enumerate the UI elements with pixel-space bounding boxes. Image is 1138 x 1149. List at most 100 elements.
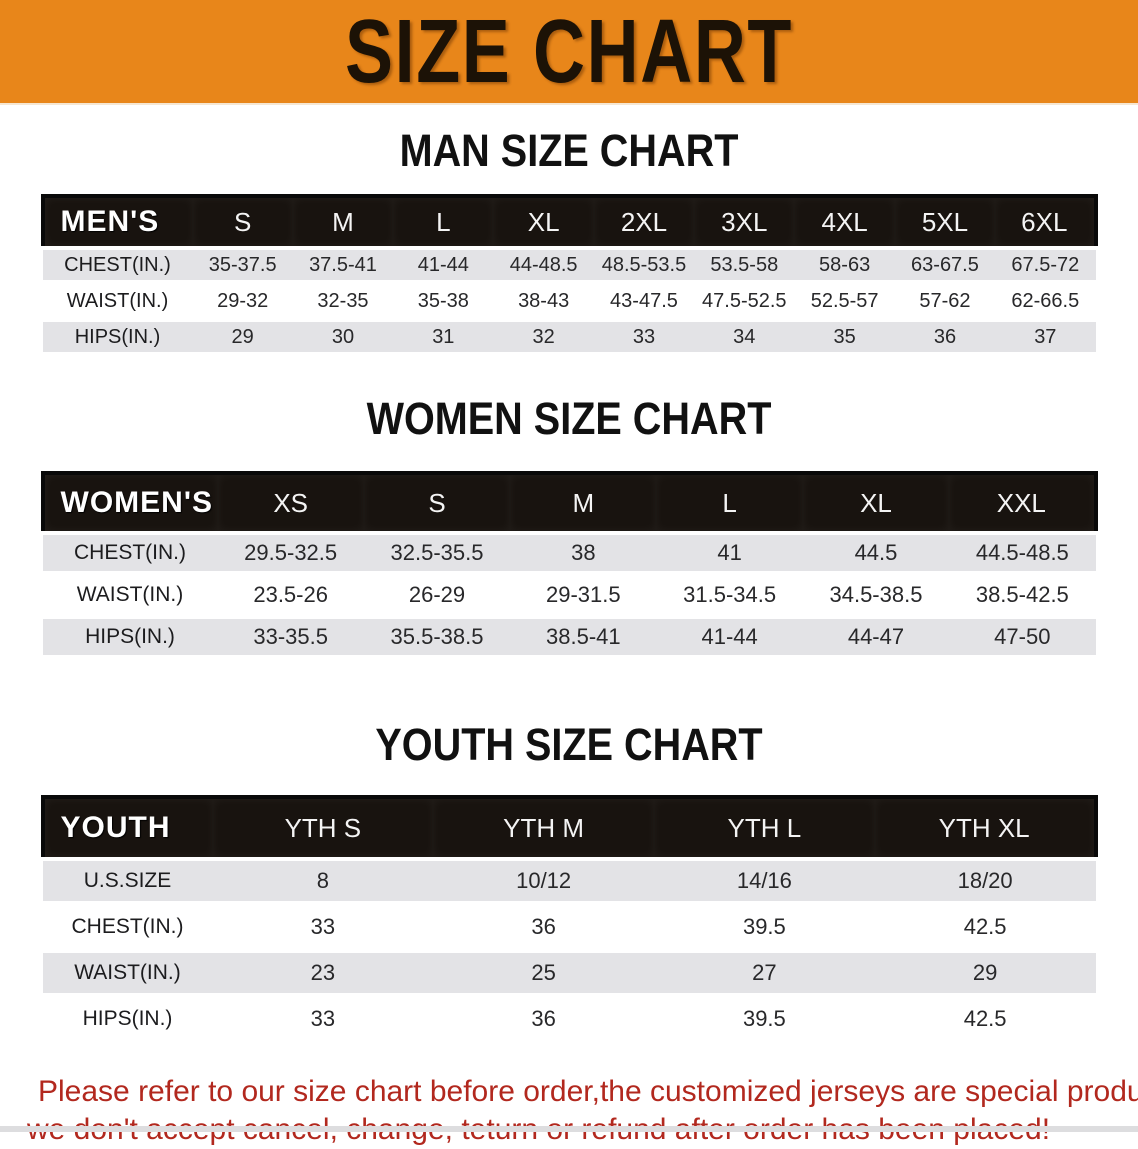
table-cell: 31.5-34.5 — [656, 574, 803, 619]
table-cell: 38.5-42.5 — [949, 574, 1096, 619]
order-policy-line-1: Please refer to our size chart before or… — [38, 1075, 1138, 1108]
table-cell: 35-37.5 — [192, 248, 293, 286]
table-cell: 33 — [212, 996, 434, 1045]
table-cell: 26-29 — [363, 574, 511, 619]
column-header: YTH XL — [874, 795, 1098, 861]
table-cell: 36 — [894, 319, 996, 358]
table-cell: 30 — [292, 319, 394, 358]
table-cell: 38 — [510, 533, 657, 577]
table-cell: 58-63 — [794, 248, 895, 286]
column-header: XL — [802, 471, 950, 535]
women-table-header-row: WOMEN'S XS S M L XL XXL — [40, 471, 1098, 535]
women-section-heading: WOMEN SIZE CHART — [366, 393, 772, 444]
table-cell: 35 — [794, 319, 895, 358]
table-cell: 39.5 — [654, 904, 875, 953]
table-cell: 10/12 — [433, 859, 654, 907]
table-cell: 52.5-57 — [794, 283, 895, 322]
table-row: WAIST(IN.) 23 25 27 29 — [42, 950, 1096, 999]
row-label: WAIST(IN.) — [42, 283, 193, 322]
table-row: CHEST(IN.) 29.5-32.5 32.5-35.5 38 41 44.… — [42, 533, 1096, 577]
column-header: YTH M — [433, 795, 654, 861]
banner-title: SIZE CHART — [345, 1, 793, 102]
table-cell: 37 — [995, 319, 1096, 358]
men-table-header-row: MEN'S S M L XL 2XL 3XL 4XL 5XL 6XL — [40, 194, 1098, 250]
table-cell: 23.5-26 — [217, 574, 364, 619]
table-cell: 27 — [654, 950, 875, 999]
column-header: XXL — [949, 471, 1098, 535]
row-label: CHEST(IN.) — [42, 248, 193, 286]
table-cell: 38-43 — [493, 283, 594, 322]
row-label: HIPS(IN.) — [42, 319, 193, 358]
youth-table-header-row: YOUTH YTH S YTH M YTH L YTH XL — [40, 795, 1098, 861]
row-label: CHEST(IN.) — [42, 904, 213, 953]
column-header: 6XL — [995, 194, 1098, 250]
column-header: 5XL — [894, 194, 996, 250]
youth-size-table: YOUTH YTH S YTH M YTH L YTH XL U.S.SIZE … — [40, 795, 1098, 1045]
order-policy-note: Please refer to our size chart before or… — [0, 1073, 1138, 1149]
table-cell: 44-48.5 — [493, 248, 594, 286]
column-header: M — [510, 471, 657, 535]
column-header: XL — [493, 194, 594, 250]
table-cell: 18/20 — [874, 859, 1096, 907]
table-cell: 38.5-41 — [510, 616, 657, 661]
table-cell: 31 — [393, 319, 494, 358]
table-cell: 35-38 — [393, 283, 494, 322]
size-chart-banner: SIZE CHART — [0, 0, 1138, 105]
table-cell: 42.5 — [874, 996, 1096, 1045]
table-cell: 62-66.5 — [995, 283, 1096, 322]
row-label: HIPS(IN.) — [42, 616, 218, 661]
column-header: 3XL — [694, 194, 795, 250]
table-cell: 33 — [593, 319, 695, 358]
table-cell: 29 — [192, 319, 293, 358]
row-label: U.S.SIZE — [42, 859, 213, 907]
table-row: CHEST(IN.) 35-37.5 37.5-41 41-44 44-48.5… — [42, 248, 1096, 286]
men-size-table: MEN'S S M L XL 2XL 3XL 4XL 5XL 6XL CHEST… — [40, 194, 1098, 358]
youth-table-corner-label: YOUTH — [40, 795, 213, 861]
row-label: WAIST(IN.) — [42, 950, 213, 999]
men-table-corner-label: MEN'S — [40, 194, 193, 250]
table-cell: 32-35 — [292, 283, 394, 322]
table-cell: 36 — [433, 996, 654, 1045]
table-cell: 32.5-35.5 — [363, 533, 511, 577]
table-cell: 34 — [694, 319, 795, 358]
table-cell: 37.5-41 — [292, 248, 394, 286]
women-size-table: WOMEN'S XS S M L XL XXL CHEST(IN.) 29.5-… — [40, 471, 1098, 661]
table-cell: 67.5-72 — [995, 248, 1096, 286]
row-label: HIPS(IN.) — [42, 996, 213, 1045]
table-row: HIPS(IN.) 29 30 31 32 33 34 35 36 37 — [42, 319, 1096, 358]
table-cell: 47-50 — [949, 616, 1096, 661]
column-header: XS — [217, 471, 364, 535]
column-header: L — [656, 471, 803, 535]
column-header: S — [363, 471, 511, 535]
table-row: U.S.SIZE 8 10/12 14/16 18/20 — [42, 859, 1096, 907]
table-cell: 42.5 — [874, 904, 1096, 953]
table-cell: 57-62 — [894, 283, 996, 322]
table-cell: 29-32 — [192, 283, 293, 322]
men-section-heading: MAN SIZE CHART — [399, 125, 739, 176]
table-cell: 8 — [212, 859, 434, 907]
column-header: YTH S — [212, 795, 434, 861]
table-row: CHEST(IN.) 33 36 39.5 42.5 — [42, 904, 1096, 953]
youth-section-heading: YOUTH SIZE CHART — [375, 719, 763, 770]
table-cell: 44.5 — [802, 533, 950, 577]
column-header: S — [192, 194, 293, 250]
column-header: L — [393, 194, 494, 250]
table-cell: 29.5-32.5 — [217, 533, 364, 577]
table-cell: 29-31.5 — [510, 574, 657, 619]
table-cell: 39.5 — [654, 996, 875, 1045]
table-row: HIPS(IN.) 33 36 39.5 42.5 — [42, 996, 1096, 1045]
column-header: 4XL — [794, 194, 895, 250]
table-cell: 41-44 — [393, 248, 494, 286]
table-cell: 53.5-58 — [694, 248, 795, 286]
table-cell: 29 — [874, 950, 1096, 999]
bottom-edge-divider — [0, 1126, 1138, 1132]
table-cell: 41-44 — [656, 616, 803, 661]
row-label: CHEST(IN.) — [42, 533, 218, 577]
table-cell: 41 — [656, 533, 803, 577]
column-header: 2XL — [593, 194, 695, 250]
table-cell: 63-67.5 — [894, 248, 996, 286]
table-cell: 35.5-38.5 — [363, 616, 511, 661]
table-cell: 44.5-48.5 — [949, 533, 1096, 577]
table-row: WAIST(IN.) 23.5-26 26-29 29-31.5 31.5-34… — [42, 574, 1096, 619]
women-table-corner-label: WOMEN'S — [40, 471, 218, 535]
